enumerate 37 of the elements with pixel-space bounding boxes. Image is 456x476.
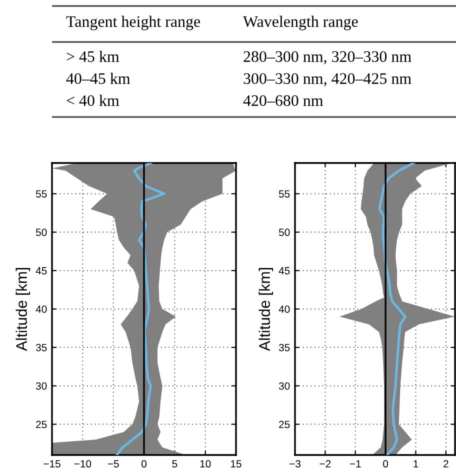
x-tick-label: 2 (444, 460, 448, 468)
x-tick-label: −5 (108, 460, 119, 468)
y-tick-label: 40 (36, 306, 47, 313)
y-tick-label: 45 (36, 267, 47, 274)
text: Tangent height range (66, 16, 200, 30)
text: 420–680 nm (243, 95, 324, 106)
y-tick-label: 30 (278, 382, 290, 390)
text: Wavelength range (243, 16, 358, 30)
x-tick-label: 0 (383, 460, 388, 468)
y-axis-title: Altitude [km] (258, 268, 273, 351)
y-tick-label: 55 (278, 190, 290, 198)
y-tick-label: 50 (278, 228, 290, 236)
text: > 45 km (66, 50, 120, 62)
y-tick-label: 30 (36, 382, 47, 390)
x-tick-label: 5 (172, 460, 178, 468)
x-tick-label: 0 (142, 460, 146, 468)
x-tick-label: −3 (290, 460, 300, 468)
y-tick-label: 25 (36, 420, 47, 428)
y-tick-label: 40 (278, 306, 290, 313)
x-tick-label: 15 (231, 460, 242, 468)
text: < 40 km (66, 94, 120, 106)
text: 280–300 nm, 320–330 nm (244, 51, 412, 64)
x-tick-label: −2 (320, 460, 331, 468)
x-tick-label: 10 (200, 460, 211, 468)
text: 40–45 km (66, 72, 130, 84)
y-tick-label: 50 (36, 228, 47, 236)
x-tick-label: −10 (74, 460, 92, 468)
x-tick-label: −15 (44, 460, 60, 468)
x-tick-label: 1 (414, 460, 418, 468)
y-tick-label: 55 (36, 190, 47, 198)
y-tick-label: 25 (279, 420, 290, 428)
y-axis-title: Altitude [km] (16, 268, 30, 351)
y-tick-label: 35 (278, 344, 290, 352)
text: 300–330 nm, 420–425 nm (244, 73, 412, 86)
y-tick-label: 45 (278, 267, 290, 274)
y-tick-label: 35 (36, 344, 47, 352)
x-tick-label: −1 (350, 460, 361, 468)
